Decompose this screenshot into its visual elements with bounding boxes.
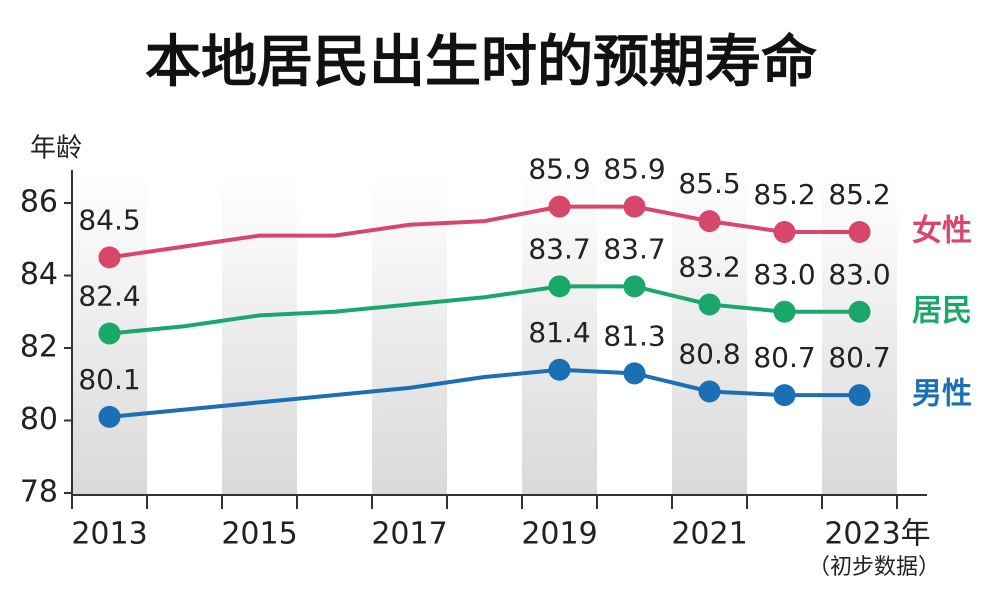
y-tick-label: 78 [20,475,58,510]
x-tick-label: 2015 [221,517,297,552]
x-tick-label: 2021 [671,517,747,552]
marker [773,221,796,243]
marker [548,195,571,218]
marker [623,362,646,385]
marker [773,384,796,407]
data-label: 83.7 [603,232,665,265]
legend-label: 居民 [912,293,972,328]
y-tick-label: 80 [20,402,58,437]
marker [548,358,571,381]
data-label: 84.5 [78,203,140,236]
data-label: 82.4 [78,280,140,313]
data-label: 83.0 [828,258,890,291]
marker [98,405,121,428]
data-label: 85.5 [678,167,740,200]
data-label: 81.3 [603,319,665,352]
y-tick-label: 84 [20,257,58,292]
y-axis-label: 年龄 [30,134,82,164]
legend-label: 男性 [912,377,972,412]
data-label: 85.2 [753,178,815,211]
data-label: 83.0 [753,258,815,291]
x-tick-label: 2019 [521,517,597,552]
band [522,170,597,495]
line [109,204,860,260]
y-tick-label: 82 [20,330,58,365]
marker [698,293,721,316]
legend-label: 女性 [912,214,972,249]
chart-title: 本地居民出生时的预期寿命 [145,30,817,95]
band [222,170,297,495]
band [372,170,447,495]
marker [848,384,871,407]
marker [98,246,121,269]
data-label: 80.7 [753,341,815,374]
note: （初步数据） [808,555,940,580]
data-label: 80.7 [828,341,890,374]
line [109,284,860,336]
marker [698,380,721,403]
marker [773,300,796,323]
x-tick-label: 2017 [371,517,447,552]
data-label: 85.2 [828,178,890,211]
data-label: 85.9 [603,153,665,186]
marker [623,275,646,298]
data-label: 83.2 [678,251,740,284]
x-tick-label: 2013 [71,517,147,552]
data-label: 80.1 [78,363,140,396]
line [109,367,860,419]
marker [548,275,571,298]
background-bands [72,170,897,495]
marker [848,221,871,243]
data-label: 85.9 [528,153,590,186]
marker [623,195,646,218]
data-label: 80.8 [678,338,740,371]
y-tick-label: 86 [20,185,58,220]
band [822,170,897,495]
x-tick-label: 2023年 [824,517,930,552]
data-label: 83.7 [528,232,590,265]
marker [698,210,721,233]
marker [98,322,121,345]
data-label: 81.4 [528,316,590,349]
marker [848,300,871,323]
